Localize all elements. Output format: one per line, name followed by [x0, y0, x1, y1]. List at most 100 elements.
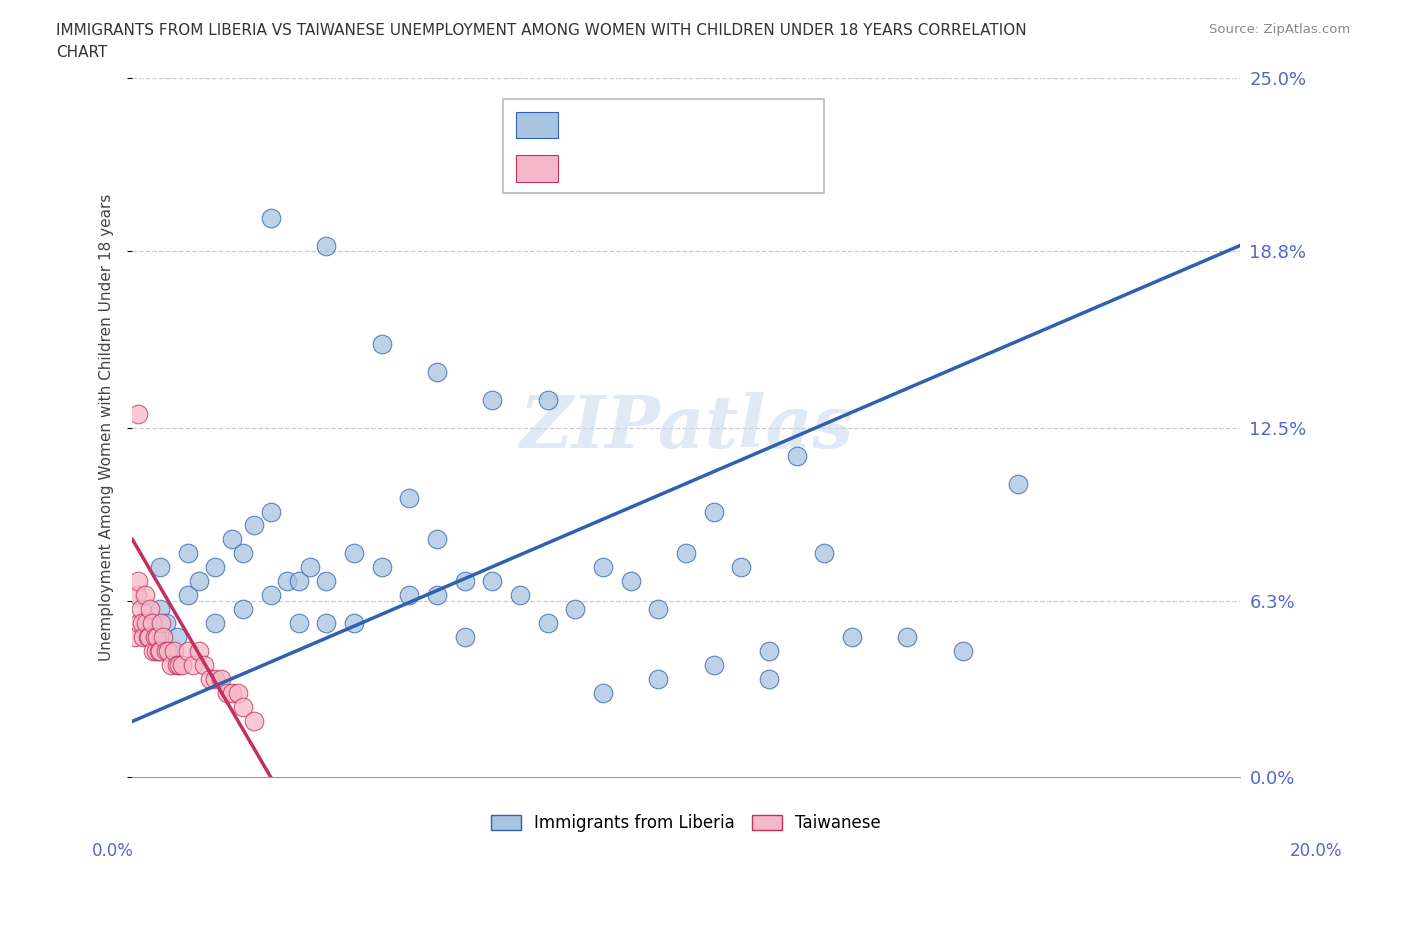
Point: [141, 616, 163, 631]
Text: 20.0%: 20.0%: [1291, 842, 1343, 860]
Point: [896, 630, 918, 644]
Point: [592, 686, 614, 701]
Point: [426, 365, 449, 379]
Point: [647, 602, 669, 617]
Point: [536, 616, 558, 631]
Point: [157, 644, 180, 658]
Point: [138, 616, 160, 631]
Point: [152, 630, 174, 644]
Point: [453, 630, 475, 644]
Text: ZIPatlas: ZIPatlas: [519, 392, 853, 463]
Point: [163, 644, 186, 658]
Point: [204, 560, 226, 575]
Point: [177, 588, 200, 603]
Point: [204, 616, 226, 631]
Point: [841, 630, 863, 644]
Point: [592, 560, 614, 575]
Point: [398, 588, 420, 603]
Point: [343, 616, 366, 631]
Point: [134, 588, 156, 603]
Point: [287, 616, 309, 631]
Point: [1007, 476, 1029, 491]
Point: [148, 644, 170, 658]
Point: [276, 574, 298, 589]
Point: [149, 602, 172, 617]
Point: [138, 630, 160, 644]
Point: [758, 644, 780, 658]
Point: [149, 644, 172, 658]
Point: [315, 574, 337, 589]
Point: [187, 574, 209, 589]
Text: CHART: CHART: [56, 45, 108, 60]
Point: [172, 658, 194, 672]
Point: [149, 560, 172, 575]
Point: [187, 644, 209, 658]
Point: [145, 644, 167, 658]
Point: [232, 546, 254, 561]
Point: [564, 602, 586, 617]
Point: [209, 672, 232, 687]
Point: [127, 406, 149, 421]
Point: [204, 672, 226, 687]
Point: [260, 504, 283, 519]
Point: [243, 714, 266, 729]
Point: [758, 672, 780, 687]
Point: [952, 644, 974, 658]
Point: [730, 560, 752, 575]
Point: [193, 658, 215, 672]
Point: [426, 532, 449, 547]
Point: [132, 630, 155, 644]
Point: [481, 392, 503, 407]
Point: [143, 630, 166, 644]
Point: [786, 448, 808, 463]
Point: [813, 546, 835, 561]
Point: [160, 658, 183, 672]
Point: [243, 518, 266, 533]
Point: [177, 644, 200, 658]
Point: [221, 532, 243, 547]
Point: [453, 574, 475, 589]
Point: [647, 672, 669, 687]
Point: [398, 490, 420, 505]
Point: [509, 588, 531, 603]
Point: [127, 574, 149, 589]
Point: [124, 630, 146, 644]
Legend: Immigrants from Liberia, Taiwanese: Immigrants from Liberia, Taiwanese: [485, 807, 887, 839]
Point: [221, 686, 243, 701]
Point: [129, 602, 152, 617]
Text: IMMIGRANTS FROM LIBERIA VS TAIWANESE UNEMPLOYMENT AMONG WOMEN WITH CHILDREN UNDE: IMMIGRANTS FROM LIBERIA VS TAIWANESE UNE…: [56, 23, 1026, 38]
Point: [298, 560, 321, 575]
Point: [703, 504, 725, 519]
Point: [155, 616, 177, 631]
Point: [226, 686, 249, 701]
Point: [287, 574, 309, 589]
Point: [136, 630, 159, 644]
Y-axis label: Unemployment Among Women with Children Under 18 years: Unemployment Among Women with Children U…: [100, 193, 114, 661]
Point: [181, 658, 204, 672]
Text: 0.0%: 0.0%: [91, 842, 134, 860]
Point: [232, 700, 254, 715]
Point: [232, 602, 254, 617]
Point: [675, 546, 697, 561]
Point: [135, 616, 157, 631]
Point: [260, 210, 283, 225]
Point: [177, 546, 200, 561]
Point: [260, 588, 283, 603]
Point: [481, 574, 503, 589]
Point: [315, 616, 337, 631]
Point: [150, 616, 173, 631]
Point: [620, 574, 643, 589]
Point: [125, 588, 148, 603]
Text: Source: ZipAtlas.com: Source: ZipAtlas.com: [1209, 23, 1350, 36]
Point: [370, 560, 392, 575]
Point: [315, 238, 337, 253]
Point: [536, 392, 558, 407]
Point: [215, 686, 238, 701]
Point: [169, 658, 191, 672]
Point: [370, 336, 392, 351]
Point: [128, 616, 150, 631]
Point: [139, 602, 162, 617]
Point: [155, 644, 177, 658]
Point: [142, 644, 165, 658]
Point: [426, 588, 449, 603]
